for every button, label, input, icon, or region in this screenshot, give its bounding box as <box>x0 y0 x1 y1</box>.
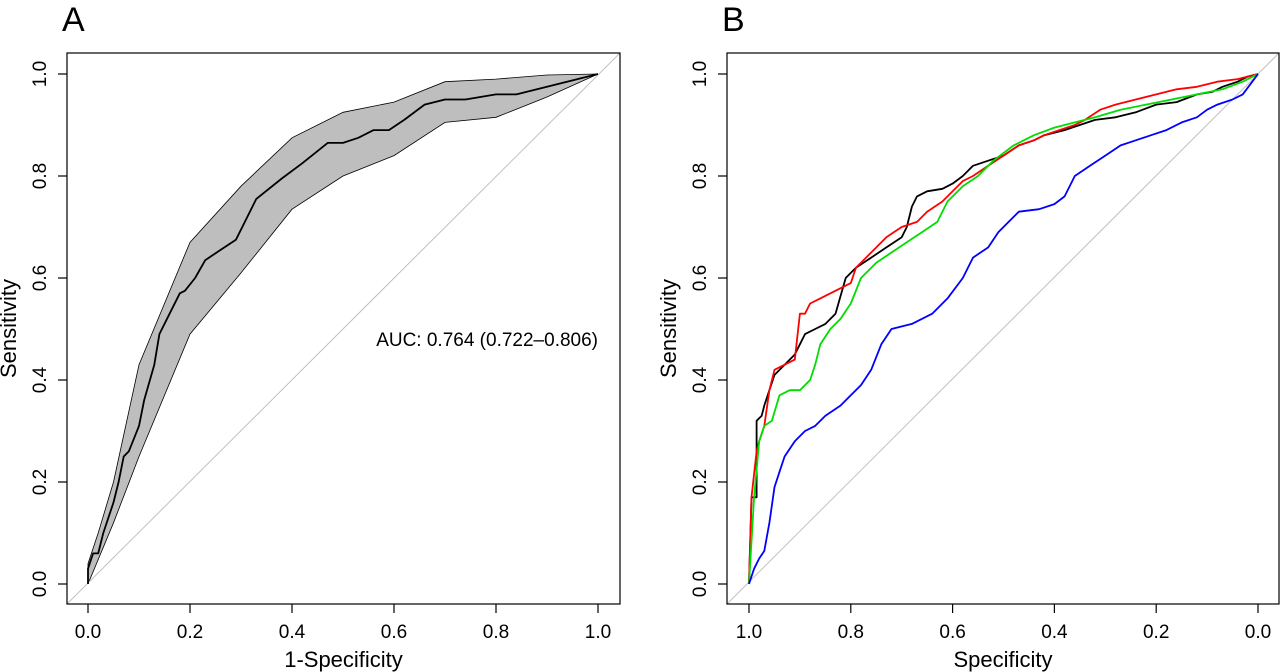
panel-a-x-axis: 0.0 0.2 0.4 0.6 0.8 1.0 <box>75 604 611 643</box>
roc-curve-2 <box>748 73 1259 585</box>
x-tick-label: 0.2 <box>1143 622 1169 643</box>
roc-curve-3 <box>748 73 1259 585</box>
panel-a-y-axis: 0.0 0.2 0.4 0.6 0.8 1.0 <box>30 61 67 597</box>
x-tick-label: 0.6 <box>939 622 965 643</box>
panel-a-reference-diagonal <box>66 52 621 605</box>
y-tick-label: 0.8 <box>30 163 51 189</box>
y-tick-label: 0.2 <box>690 469 711 495</box>
panel-b-x-axis-label: Specificity <box>953 647 1052 672</box>
panel-b-series-group <box>748 73 1259 585</box>
x-tick-label: 0.0 <box>75 622 101 643</box>
y-tick-label: 1.0 <box>690 61 711 87</box>
y-tick-label: 0.2 <box>30 469 51 495</box>
panel-a-x-axis-label: 1-Specificity <box>284 647 403 672</box>
panel-a-plot-frame <box>66 52 621 605</box>
panel-b-reference-diagonal <box>726 52 1280 605</box>
y-tick-label: 0.8 <box>690 163 711 189</box>
roc-curve-1 <box>87 73 599 584</box>
y-tick-label: 0.0 <box>30 571 51 597</box>
y-tick-label: 0.0 <box>690 571 711 597</box>
y-tick-label: 0.4 <box>690 366 711 393</box>
x-tick-label: 1.0 <box>736 622 762 643</box>
panel-b-letter: B <box>722 1 745 39</box>
x-tick-label: 0.8 <box>838 622 864 643</box>
panel-b: B 1.0 0.8 0.6 0.4 0.2 0.0 0.00.20.40.60.81.0 … <box>656 1 1280 672</box>
x-tick-label: 0.2 <box>177 622 203 643</box>
y-tick-label: 0.6 <box>30 265 51 291</box>
y-tick-label: 1.0 <box>30 61 51 87</box>
panel-a-y-axis-label: Sensitivity <box>0 279 21 378</box>
x-tick-label: 0.8 <box>483 622 509 643</box>
x-tick-label: 0.4 <box>279 622 306 643</box>
panel-b-y-axis: 0.0 0.2 0.4 0.6 0.8 1.0 <box>690 61 727 597</box>
panel-b-y-axis-label: Sensitivity <box>656 279 681 378</box>
roc-curve-1 <box>748 73 1259 585</box>
panel-a-auc-annotation: AUC: 0.764 (0.722–0.806) <box>376 330 598 351</box>
panel-a: A 0.0 0.2 0.4 0.6 0.8 1.0 0.00.20.40.60.81.0 … <box>0 1 621 672</box>
y-tick-label: 0.4 <box>30 366 51 393</box>
roc-curve-4 <box>748 73 1259 585</box>
x-tick-label: 0.4 <box>1041 622 1068 643</box>
y-tick-label: 0.6 <box>690 265 711 291</box>
panel-a-series-group <box>87 73 599 584</box>
x-tick-label: 1.0 <box>585 622 611 643</box>
panel-a-letter: A <box>62 1 85 39</box>
x-tick-label: 0.6 <box>381 622 407 643</box>
panel-b-plot-frame <box>726 52 1280 605</box>
panel-b-x-axis: 1.0 0.8 0.6 0.4 0.2 0.0 <box>736 604 1271 643</box>
x-tick-label: 0.0 <box>1245 622 1271 643</box>
